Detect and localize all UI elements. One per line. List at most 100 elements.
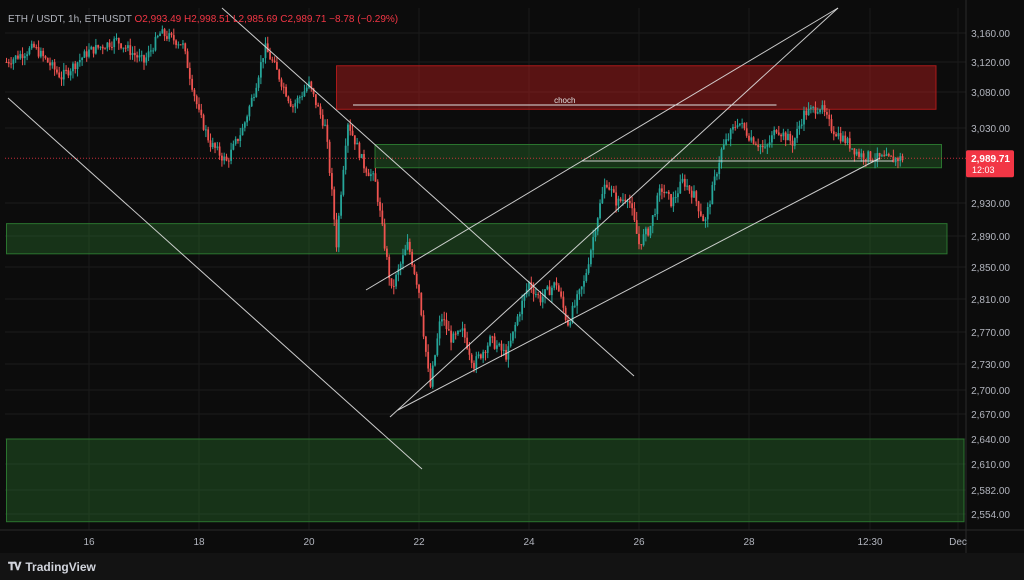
candle-body (85, 51, 88, 57)
trendlines-layer: choch (7, 7, 893, 470)
candle-body (285, 86, 287, 97)
candle-body (317, 104, 320, 107)
candle-body (690, 190, 693, 198)
candle-body (617, 198, 620, 206)
candle-body (768, 142, 771, 146)
candle-body (631, 203, 634, 209)
candle-body (473, 362, 475, 369)
candle-body (773, 129, 776, 136)
x-tick-label: 16 (83, 537, 95, 548)
candle-body (46, 58, 49, 63)
candle-body (434, 355, 436, 366)
candle-body (152, 50, 155, 52)
candle-body (688, 185, 691, 191)
candle-body (610, 189, 613, 191)
candle-body (672, 197, 675, 207)
candle-body (441, 319, 443, 322)
candle-body (876, 153, 879, 161)
candle-body (436, 338, 439, 356)
candle-body (729, 129, 732, 140)
candle-body (372, 173, 375, 175)
candle-body (775, 129, 778, 133)
candle-body (475, 356, 478, 369)
candle-body (500, 343, 503, 351)
tradingview-brand[interactable]: 𝐓𝐕 TradingView (8, 560, 96, 574)
y-tick-label: 3,080.00 (971, 88, 1010, 99)
candle-body (803, 110, 805, 125)
candle-body (702, 215, 705, 222)
candle-body (592, 237, 595, 251)
candle-body (454, 333, 457, 335)
candle-body (509, 340, 512, 347)
price-axis[interactable]: 3,160.00 3,120.00 3,080.00 3,030.00 2,930.00… (971, 29, 1010, 521)
candle-body (823, 105, 826, 112)
candle-body (386, 248, 388, 257)
candle-body (484, 351, 487, 353)
candle-body (766, 145, 769, 147)
candle-body (718, 162, 721, 175)
candle-body (505, 349, 507, 360)
candle-body (147, 51, 150, 58)
candle-body (844, 135, 847, 144)
descending-trendline-outer (7, 97, 423, 470)
candle-body (248, 106, 251, 117)
candle-body (777, 132, 780, 135)
candle-body (328, 141, 331, 174)
candle-body (853, 148, 856, 155)
candle-body (587, 264, 590, 274)
candle-body (310, 81, 313, 89)
candle-body (335, 219, 338, 248)
candle-body (19, 54, 22, 59)
open-value: O2,993.49 (134, 14, 182, 25)
candle-body (814, 107, 817, 114)
candle-body (172, 35, 175, 41)
candle-body (585, 273, 588, 281)
candle-body (842, 135, 844, 142)
candle-body (376, 181, 379, 202)
x-tick-label: 24 (523, 537, 535, 548)
candle-body (207, 129, 210, 141)
candle-body (427, 351, 430, 369)
candle-body (711, 185, 714, 205)
candle-body (784, 132, 787, 141)
candle-body (296, 98, 299, 104)
candle-body (145, 57, 148, 63)
symbol-label[interactable]: ETH / USDT, 1h, ETHUSDT (8, 14, 132, 25)
candle-body (830, 119, 833, 132)
candle-body (166, 36, 168, 39)
time-axis[interactable]: 16 18 20 22 24 26 28 12:30 Dec (83, 537, 966, 548)
candle-body (259, 62, 262, 78)
candle-body (179, 44, 182, 46)
candle-body (202, 115, 205, 130)
footer-bar: 𝐓𝐕 TradingView (0, 553, 1024, 580)
candle-body (635, 220, 638, 234)
candle-body (5, 62, 8, 63)
candle-body (887, 154, 890, 156)
candle-body (301, 96, 304, 98)
candle-body (131, 52, 134, 55)
candle-body (864, 159, 867, 161)
candle-body (402, 255, 404, 264)
candle-body (381, 210, 384, 225)
candle-body (292, 106, 294, 108)
candle-body (175, 40, 177, 45)
candle-body (569, 322, 572, 326)
candle-body (90, 46, 93, 50)
candle-body (793, 138, 796, 146)
candle-body (28, 48, 31, 55)
y-tick-label: 2,700.00 (971, 386, 1010, 397)
candle-body (890, 155, 892, 157)
candle-body (848, 138, 851, 149)
candle-body (7, 62, 10, 64)
candle-body (642, 234, 645, 246)
candle-body (411, 251, 414, 265)
candle-body (69, 71, 72, 76)
candle-body (720, 149, 723, 163)
candle-body (738, 123, 741, 126)
candle-body (39, 50, 42, 57)
y-tick-label: 2,930.00 (971, 199, 1010, 210)
candle-body (209, 140, 212, 148)
candle-body (732, 126, 734, 130)
candle-body (479, 354, 482, 359)
